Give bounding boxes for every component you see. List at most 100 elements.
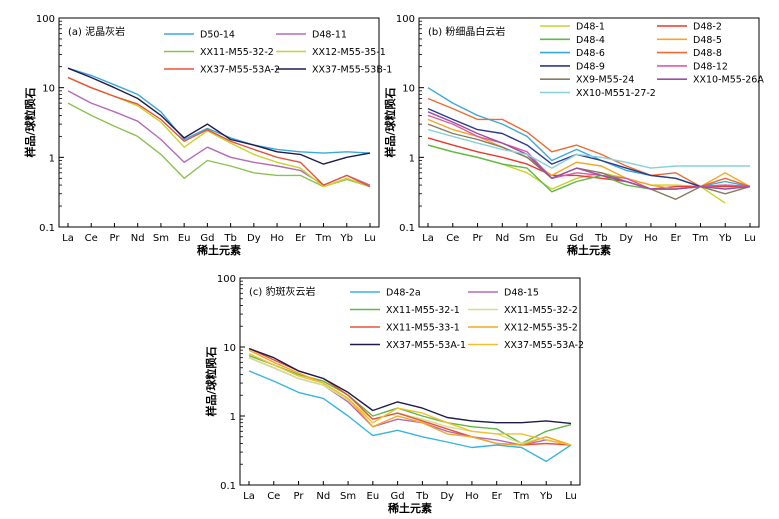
y-tick-label: 100 [217, 274, 236, 285]
x-tick-label: Sm [153, 233, 169, 244]
x-tick-label: Gd [391, 491, 405, 502]
x-tick-label: Tm [513, 491, 530, 502]
plot-frame [58, 17, 380, 228]
series-line-8 [427, 123, 751, 201]
y-tick-label: 1 [230, 412, 236, 423]
x-tick-label: Gd [570, 233, 584, 244]
x-tick-label: Eu [178, 233, 191, 244]
legend-label-1: D48-11 [312, 30, 347, 41]
legend-label-0: D48-2a [386, 288, 421, 299]
x-tick-label: Pr [109, 233, 120, 244]
x-tick-label: Ce [267, 491, 280, 502]
x-tick-label: Ho [644, 233, 658, 244]
y-tick-label: 10 [402, 84, 415, 95]
x-tick-label: Lu [364, 233, 376, 244]
legend-label-1: D48-2 [693, 22, 722, 33]
plot-frame [239, 277, 581, 486]
x-tick-label: Yb [718, 233, 731, 244]
x-tick-label: Lu [744, 233, 756, 244]
series-line-0 [248, 370, 572, 463]
x-tick-label: Er [670, 233, 681, 244]
legend-label-4: XX37-M55-53A-2 [200, 65, 280, 76]
y-tick-label: 10 [223, 343, 236, 354]
y-tick-label: 100 [396, 14, 415, 25]
legend-label-0: D48-1 [576, 22, 605, 33]
panel-title: (b) 粉细晶白云岩 [428, 25, 505, 38]
x-tick-label: Ce [446, 233, 459, 244]
legend-label-5: XX12-M55-35-2 [504, 323, 578, 334]
series-line-5 [67, 67, 371, 165]
series-line-4 [248, 347, 572, 446]
x-tick-label: Gd [200, 233, 214, 244]
series-line-5 [427, 97, 751, 188]
legend-label-3: XX12-M55-35-1 [312, 47, 386, 58]
chart-panel-0: 0.1 1 10 100 La Ce Pr Nd Sm Eu Gd Tb Dy Ho Er Tm Yb Lu 稀土元… [23, 14, 392, 257]
x-tick-label: Eu [546, 233, 559, 244]
x-tick-label: Dy [440, 491, 454, 502]
series-line-4 [67, 76, 371, 188]
x-tick-label: Tm [315, 233, 332, 244]
x-tick-label: Dy [619, 233, 633, 244]
x-tick-label: Ho [465, 491, 479, 502]
y-tick-label: 1 [49, 153, 55, 164]
legend-label-6: D48-9 [576, 61, 605, 72]
chart-panel-2: 0.1 1 10 100 La Ce Pr Nd Sm Eu Gd Tb Dy Ho Er Tm Yb Lu 稀土元… [204, 274, 584, 515]
legend-label-9: XX10-M55-26A [693, 75, 764, 86]
series-line-2 [248, 354, 572, 445]
y-tick-label: 0.1 [220, 481, 236, 492]
x-tick-label: Sm [340, 491, 356, 502]
y-tick-label: 10 [42, 84, 55, 95]
x-axis-label: 稀土元素 [197, 243, 241, 257]
y-tick-label: 1 [409, 153, 415, 164]
legend-label-7: XX37-M55-53A-2 [504, 340, 584, 351]
x-tick-label: Nd [316, 491, 330, 502]
x-tick-label: Nd [495, 233, 509, 244]
legend-label-4: D48-6 [576, 48, 605, 59]
panel-title: (a) 泥晶灰岩 [68, 25, 125, 38]
legend-label-10: XX10-M551-27-2 [576, 88, 656, 99]
legend-label-1: D48-15 [504, 288, 539, 299]
legend-label-4: XX11-M55-33-1 [386, 323, 460, 334]
legend-label-8: XX9-M55-24 [576, 75, 634, 86]
series-line-1 [67, 90, 371, 186]
legend-label-5: D48-8 [693, 48, 722, 59]
legend-label-5: XX37-M55-53B-1 [312, 65, 392, 76]
legend-label-2: D48-4 [576, 35, 605, 46]
x-tick-label: Lu [565, 491, 577, 502]
series-line-6 [248, 347, 572, 425]
series-line-9 [427, 111, 751, 190]
panel-title: (c) 豹斑灰云岩 [249, 285, 315, 298]
legend-label-7: D48-12 [693, 61, 728, 72]
x-tick-label: Yb [539, 491, 552, 502]
x-tick-label: Pr [294, 491, 305, 502]
x-tick-label: Tb [594, 233, 607, 244]
series-line-7 [248, 353, 572, 446]
y-tick-label: 100 [36, 14, 55, 25]
x-tick-label: Nd [131, 233, 145, 244]
x-tick-label: Ho [270, 233, 284, 244]
x-tick-label: Dy [247, 233, 261, 244]
x-tick-label: Eu [367, 491, 380, 502]
x-tick-label: Sm [519, 233, 535, 244]
legend-label-2: XX11-M55-32-2 [200, 47, 274, 58]
x-tick-label: La [422, 233, 434, 244]
x-tick-label: Tm [692, 233, 709, 244]
x-tick-label: Tb [415, 491, 428, 502]
x-tick-label: Er [491, 491, 502, 502]
x-tick-label: Pr [473, 233, 484, 244]
x-axis-label: 稀土元素 [388, 501, 432, 515]
chart-panel-1: 0.1 1 10 100 La Ce Pr Nd Sm Eu Gd Tb Dy Ho Er Tm Yb Lu 稀土元… [383, 14, 764, 257]
series-line-5 [248, 349, 572, 446]
x-tick-label: La [62, 233, 74, 244]
series-line-0 [67, 67, 371, 154]
y-axis-label: 样品/球粒陨石 [204, 346, 218, 416]
x-tick-label: Yb [340, 233, 353, 244]
y-tick-label: 0.1 [39, 223, 55, 234]
legend-label-0: D50-14 [200, 30, 235, 41]
x-tick-label: Ce [85, 233, 98, 244]
plot-frame [418, 17, 760, 228]
series-line-6 [427, 107, 751, 188]
series-line-10 [427, 128, 750, 169]
series-line-3 [248, 357, 572, 446]
